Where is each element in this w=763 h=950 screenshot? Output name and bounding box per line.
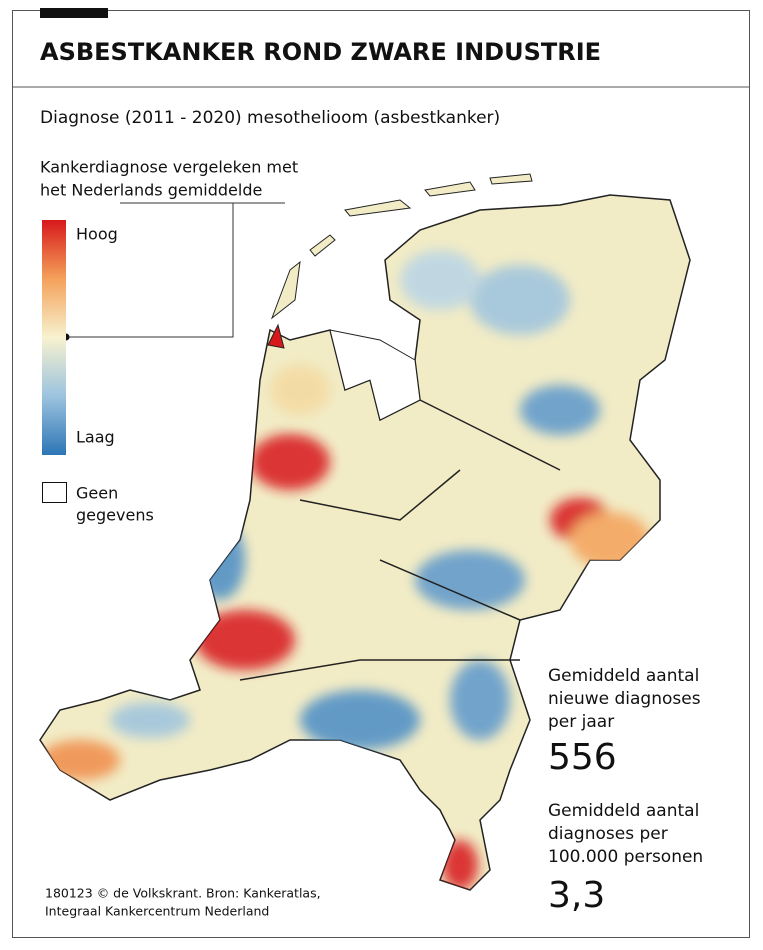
source: 180123 © de Volkskrant. Bron: Kankeratla… [45,886,321,901]
stat-label: Gemiddeld aantal [548,666,699,686]
stat-label: 100.000 personen [548,847,703,867]
no-data-swatch [42,482,67,503]
stat-label: diagnoses per [548,824,668,844]
legend-low: Laag [76,428,115,447]
stat-label: per jaar [548,712,614,732]
no-data-label: gegevens [76,506,154,525]
top-bar [40,8,108,18]
map [39,173,691,891]
legend-high: Hoog [76,225,118,244]
stat-value: 556 [548,737,617,778]
average-pointer [66,203,234,338]
legend-title: Kankerdiagnose vergeleken met [40,158,298,177]
stat-label: Gemiddeld aantal [548,801,699,821]
source: Integraal Kankercentrum Nederland [45,904,269,919]
stat-value: 3,3 [548,875,605,916]
stat-label: nieuwe diagnoses [548,689,701,709]
legend-title: het Nederlands gemiddelde [40,181,262,200]
title: ASBESTKANKER ROND ZWARE INDUSTRIE [40,38,601,66]
color-scale [42,220,66,455]
frame [12,10,750,938]
no-data-label: Geen [76,484,118,503]
subtitle: Diagnose (2011 - 2020) mesothelioom (asb… [40,108,500,128]
